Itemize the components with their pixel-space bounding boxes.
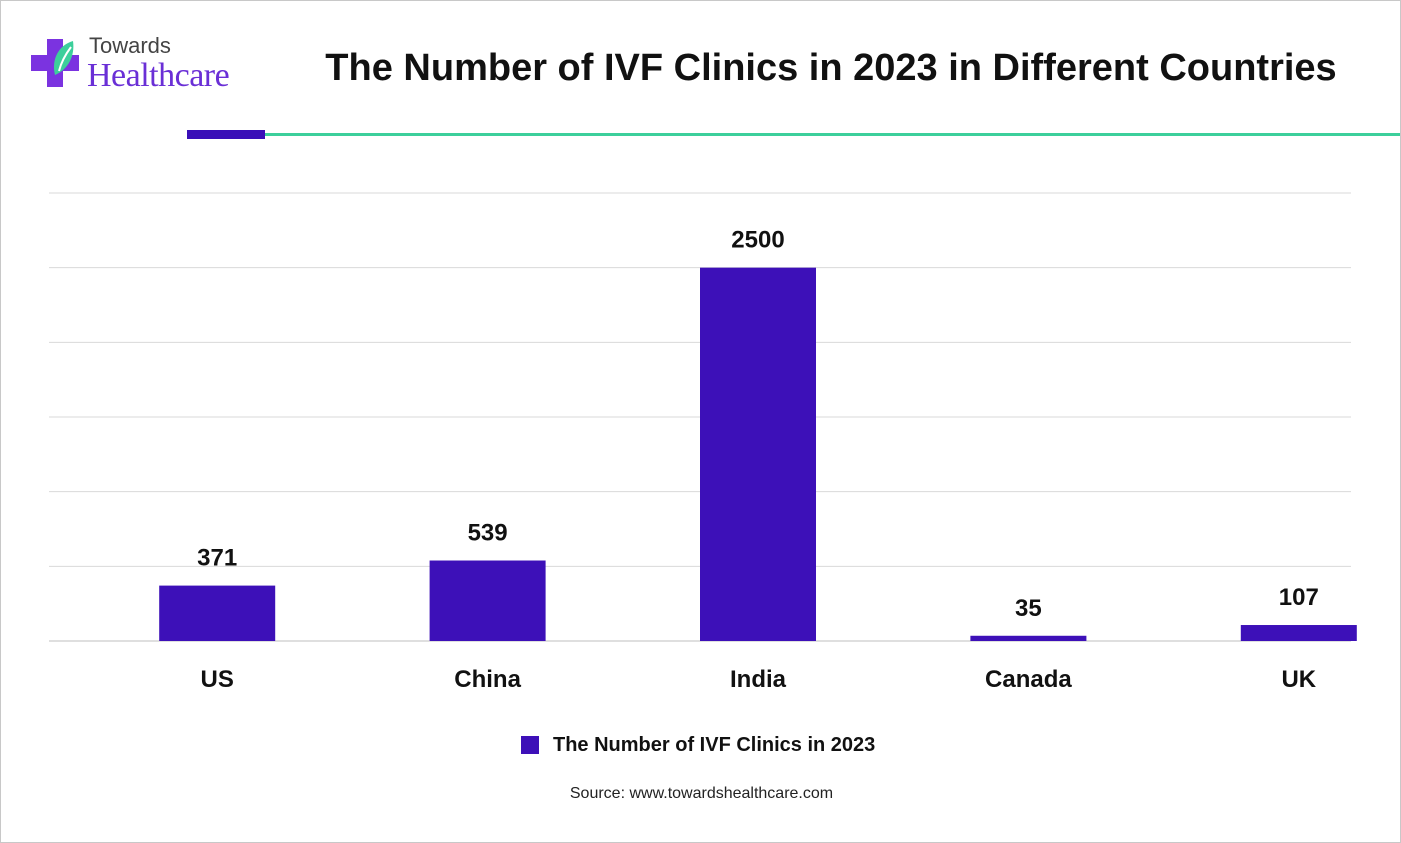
category-label-china: China [454, 666, 521, 693]
bar-china [429, 560, 546, 641]
category-label-india: India [730, 666, 787, 693]
bar-us [159, 585, 276, 641]
category-label-canada: Canada [985, 666, 1072, 693]
chart-title: The Number of IVF Clinics in 2023 in Dif… [325, 47, 1337, 89]
legend-swatch [521, 736, 539, 754]
source-note: Source: www.towardshealthcare.com [569, 785, 834, 802]
value-label-china: 539 [468, 520, 508, 547]
legend: The Number of IVF Clinics in 2023 [521, 733, 875, 757]
towards-healthcare-logo: Towards Healthcare [29, 33, 269, 101]
bar-canada [970, 635, 1087, 641]
bar-india [700, 267, 816, 641]
category-labels: US China India Canada UK [201, 666, 1317, 693]
bars [159, 267, 1357, 641]
legend-label: The Number of IVF Clinics in 2023 [553, 733, 876, 756]
bar-uk [1240, 625, 1357, 641]
value-label-us: 371 [197, 545, 237, 572]
category-label-uk: UK [1281, 666, 1316, 693]
medical-cross-leaf-icon [31, 39, 79, 87]
value-label-india: 2500 [731, 227, 784, 254]
value-label-canada: 35 [1015, 595, 1042, 622]
logo-text-healthcare: Healthcare [87, 57, 230, 94]
title-rule-accent [187, 130, 265, 139]
value-labels: 371 539 2500 35 107 [197, 227, 1319, 622]
value-label-uk: 107 [1279, 584, 1319, 611]
category-label-us: US [201, 666, 234, 693]
title-rule-line [265, 133, 1400, 136]
logo-text-towards: Towards [89, 33, 171, 58]
